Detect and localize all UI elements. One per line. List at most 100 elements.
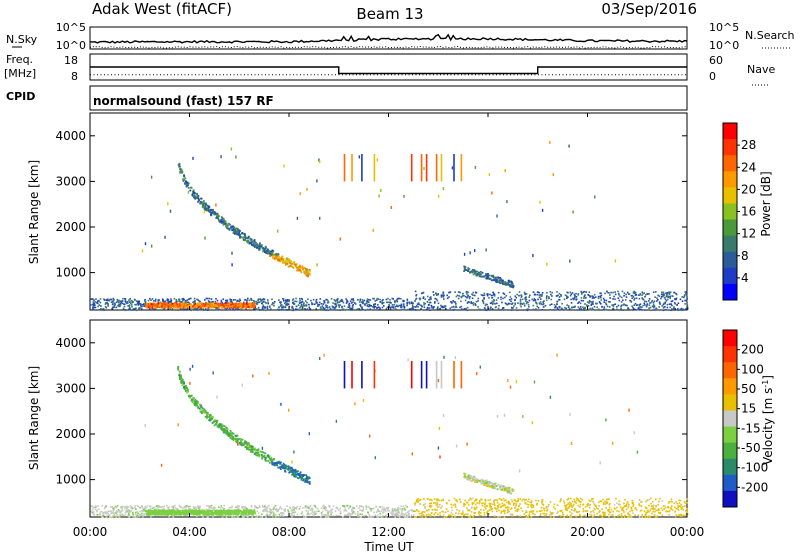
freq-left-tick-top: 18: [64, 54, 78, 67]
power-data-point: [178, 306, 181, 309]
power-data-point: [556, 307, 558, 309]
power-data-point: [633, 292, 636, 294]
power-data-point: [315, 302, 318, 304]
velocity-data-point: [621, 509, 623, 511]
power-data-point: [589, 307, 592, 310]
power-data-point: [670, 300, 673, 303]
power-data-point: [542, 306, 545, 308]
power-data-point: [377, 304, 379, 306]
power-data-point: [468, 268, 471, 270]
velocity-data-point: [592, 502, 595, 504]
velocity-data-point: [499, 506, 502, 509]
velocity-data-point: [573, 507, 576, 510]
power-data-point: [327, 309, 329, 312]
velocity-data-point: [305, 510, 308, 512]
velocity-data-point: [349, 516, 351, 518]
velocity-data-point: [172, 515, 175, 517]
velocity-data-point: [639, 509, 642, 512]
power-data-point: [475, 300, 478, 303]
velocity-data-point: [539, 510, 542, 512]
velocity-data-point: [206, 515, 209, 518]
velocity-data-point: [666, 510, 669, 513]
velocity-data-point: [127, 515, 130, 517]
velocity-data-point: [247, 510, 250, 513]
power-data-point: [478, 273, 481, 276]
velocity-data-point: [653, 504, 655, 506]
velocity-data-point: [652, 506, 655, 508]
velocity-data-point: [266, 514, 268, 517]
power-data-point: [100, 308, 102, 310]
power-scatter-group: [90, 141, 689, 312]
velocity-data-point: [646, 509, 649, 512]
velocity-data-point: [617, 515, 619, 517]
power-data-point: [466, 293, 468, 295]
power-data-point: [206, 305, 209, 308]
velocity-data-point: [314, 510, 316, 513]
velocity-data-point: [658, 500, 660, 503]
power-data-point: [346, 301, 348, 303]
velocity-data-point: [282, 512, 284, 515]
power-data-point: [539, 296, 541, 298]
power-data-point: [643, 292, 645, 294]
power-data-point: [311, 302, 313, 304]
velocity-data-point: [567, 497, 570, 500]
velocity-data-point: [542, 504, 545, 506]
date-title: 03/Sep/2016: [601, 0, 697, 18]
velocity-data-point: [384, 508, 386, 511]
power-data-point: [128, 304, 131, 306]
power-data-point: [670, 303, 672, 306]
velocity-data-point: [543, 509, 546, 512]
velocity-data-point: [265, 515, 267, 517]
power-data-point: [632, 307, 635, 310]
power-data-point: [505, 309, 507, 311]
power-data-point: [212, 302, 215, 305]
velocity-data-point: [342, 516, 344, 518]
velocity-data-point: [407, 512, 410, 515]
velocity-data-point: [361, 510, 364, 512]
power-data-point: [175, 299, 178, 301]
power-data-point: [315, 300, 317, 303]
velocity-data-point: [528, 498, 530, 501]
power-data-point: [286, 257, 288, 260]
velocity-data-point: [224, 513, 227, 516]
velocity-data-point: [509, 503, 511, 505]
power-data-point: [507, 283, 510, 285]
power-data-point: [490, 302, 493, 304]
power-data-point: [235, 302, 238, 305]
velocity-data-point: [622, 506, 624, 509]
velocity-data-point: [582, 510, 585, 513]
power-data-point: [423, 302, 425, 304]
power-data-point: [556, 300, 559, 303]
power-data-point: [684, 291, 686, 293]
power-data-point: [670, 309, 672, 312]
freq-series-line: [90, 66, 687, 75]
power-data-point: [92, 301, 95, 303]
power-data-point: [91, 298, 94, 300]
power-data-point: [396, 300, 399, 303]
power-data-point: [489, 307, 492, 310]
power-data-point: [669, 295, 672, 298]
power-data-point: [591, 307, 594, 309]
power-data-point: [379, 298, 381, 301]
velocity-data-point: [677, 505, 679, 507]
velocity-data-point: [255, 506, 258, 509]
velocity-data-point: [530, 500, 533, 502]
power-data-point: [164, 300, 167, 303]
power-data-point: [188, 302, 191, 304]
power-data-point: [645, 305, 648, 308]
power-data-point: [124, 309, 127, 312]
velocity-data-point: [679, 505, 682, 508]
velocity-data-point: [122, 515, 125, 517]
power-data-point: [189, 308, 191, 311]
power-data-point: [269, 308, 272, 310]
velocity-data-point: [661, 514, 664, 517]
velocity-data-point: [656, 515, 659, 517]
power-data-point: [266, 248, 269, 251]
velocity-data-point: [667, 505, 670, 508]
power-data-point: [652, 305, 655, 307]
power-data-point: [681, 296, 683, 298]
velocity-data-point: [448, 499, 450, 502]
power-data-point: [418, 297, 421, 300]
velocity-data-point: [251, 516, 254, 518]
power-data-point: [651, 300, 653, 303]
